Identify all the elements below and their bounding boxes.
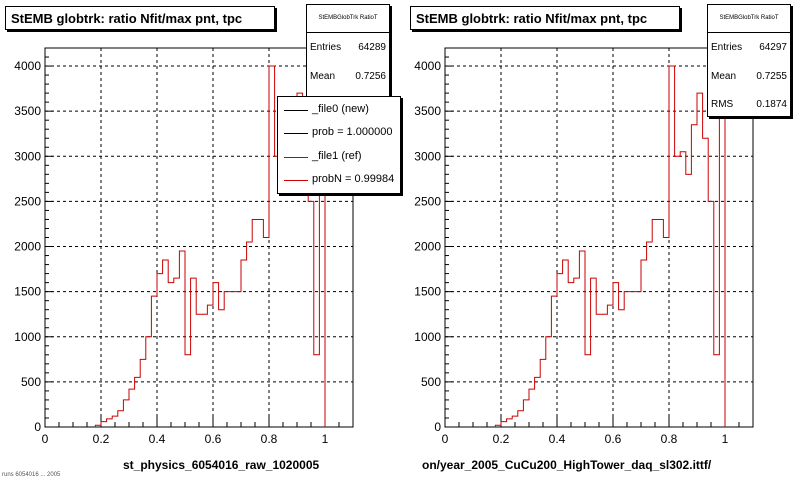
x-tick-label: 0.6 — [205, 432, 222, 446]
y-tick-label: 500 — [21, 375, 41, 389]
right-stats-mean-value: 0.7255 — [756, 71, 787, 82]
plot-frame — [444, 47, 754, 428]
left-chart-pad: 0 500 1000 1500 2000 2500 3000 3500 4000 0 0.2 0.4 0… — [5, 4, 401, 472]
y-tick-label: 2500 — [414, 194, 441, 208]
left-chart-title: StEMB globtrk: ratio Nfit/max pnt, tpc — [5, 6, 275, 30]
y-tick-label: 1500 — [14, 285, 41, 299]
y-tick-label: 2500 — [14, 194, 41, 208]
right-stats-entries-value: 64297 — [759, 42, 787, 53]
x-tick-label: 0.8 — [661, 432, 678, 446]
y-tick-label: 1000 — [414, 330, 441, 344]
footer-note: runs 6054016 ... 2005 — [2, 472, 61, 478]
x-tick-label: 0.4 — [149, 432, 166, 446]
right-chart-pad: 0 500 1000 1500 2000 2500 3000 3500 4000 0 0.2 0.4 0… — [400, 0, 800, 480]
right-histogram-svg: 0 500 1000 1500 2000 2500 3000 3500 4000 0 0.2 0.4 0… — [414, 47, 754, 446]
y-tick-label: 1000 — [14, 330, 41, 344]
left-stats-name: StEMBGlobTrk RatioT — [318, 15, 378, 21]
x-tick-label: 0 — [42, 432, 49, 446]
y-tick-label: 500 — [421, 375, 441, 389]
right-stats-rms-key: RMS — [711, 99, 734, 110]
legend-swatch-file0 — [284, 110, 308, 111]
legend-row-prob: prob = 1.000000 — [278, 125, 400, 141]
left-stats-row-entries: Entries 64289 — [310, 42, 386, 55]
histogram-outline — [494, 65, 726, 427]
legend-label-probn: probN = 0.99984 — [312, 173, 395, 185]
x-tick-label: 0.2 — [493, 432, 510, 446]
right-stats-row-entries: Entries 64297 — [711, 42, 787, 55]
y-tick-label: 4000 — [414, 59, 441, 73]
y-tick-label: 4000 — [14, 59, 41, 73]
legend-row-file1: _file1 (ref) — [278, 149, 400, 165]
legend-swatch-prob — [284, 133, 308, 134]
legend-label-prob: prob = 1.000000 — [312, 126, 393, 138]
right-stats-divider — [708, 32, 790, 33]
left-stats-entries-value: 64289 — [358, 42, 386, 53]
right-stats-row-rms: RMS 0.1874 — [711, 99, 787, 112]
legend-row-probn: probN = 0.99984 — [278, 172, 400, 188]
left-stats-mean-value: 0.7256 — [355, 71, 386, 82]
y-tick-label: 2000 — [14, 240, 41, 254]
left-legend: _file0 (new) prob = 1.000000 _file1 (ref… — [277, 96, 401, 194]
y-tick-label: 0 — [34, 420, 41, 434]
x-tick-label: 0.8 — [261, 432, 278, 446]
y-tick-label: 3500 — [14, 104, 41, 118]
right-x-axis-label: on/year_2005_CuCu200_HighTower_daq_sl302… — [422, 458, 712, 472]
y-tick-label: 0 — [434, 420, 441, 434]
right-stats-rms-value: 0.1874 — [756, 99, 787, 110]
y-tick-label: 3500 — [414, 104, 441, 118]
y-tick-label: 2000 — [414, 240, 441, 254]
right-stats-box: StEMBGlobTrk RatioT Entries 64297 Mean 0… — [707, 4, 791, 117]
right-stats-row-mean: Mean 0.7255 — [711, 71, 787, 84]
left-x-axis-label: st_physics_6054016_raw_1020005 — [123, 458, 320, 472]
right-stats-name: StEMBGlobTrk RatioT — [719, 15, 779, 21]
legend-swatch-file1 — [284, 157, 308, 158]
left-stats-entries-key: Entries — [310, 42, 342, 53]
y-tick-label: 3000 — [14, 149, 41, 163]
legend-label-file0: _file0 (new) — [312, 103, 369, 115]
left-stats-mean-key: Mean — [310, 71, 336, 82]
right-chart-title: StEMB globtrk: ratio Nfit/max pnt, tpc — [410, 6, 680, 30]
x-tick-label: 0.6 — [605, 432, 622, 446]
y-tick-label: 1500 — [414, 285, 441, 299]
x-tick-label: 1 — [322, 432, 329, 446]
x-tick-label: 0.2 — [93, 432, 110, 446]
legend-row-file0: _file0 (new) — [278, 102, 400, 118]
left-stats-divider — [307, 32, 389, 33]
right-stats-mean-key: Mean — [711, 71, 737, 82]
left-stats-row-mean: Mean 0.7256 — [310, 71, 386, 84]
x-tick-label: 0.4 — [549, 432, 566, 446]
legend-label-file1: _file1 (ref) — [312, 150, 362, 162]
x-tick-label: 0 — [442, 432, 449, 446]
y-tick-label: 3000 — [414, 149, 441, 163]
legend-swatch-probn — [284, 180, 308, 181]
right-stats-entries-key: Entries — [711, 42, 743, 53]
x-tick-label: 1 — [722, 432, 729, 446]
